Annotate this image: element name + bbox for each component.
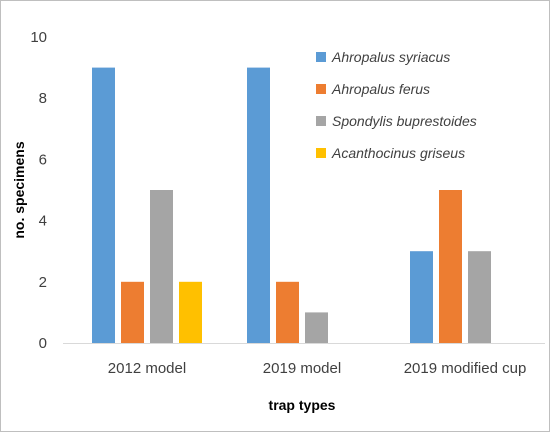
legend-swatch <box>316 84 326 94</box>
bar <box>410 251 433 343</box>
bar <box>468 251 491 343</box>
y-tick-label: 2 <box>39 274 47 291</box>
x-tick-label: 2019 modified cup <box>404 360 527 377</box>
x-axis-ticks: 2012 model 2019 model 2019 modified cup <box>108 360 527 377</box>
legend-label: Spondylis buprestoides <box>332 113 477 129</box>
x-tick-label: 2012 model <box>108 360 186 377</box>
legend-label: Ahropalus syriacus <box>331 49 450 65</box>
legend-swatch <box>316 52 326 62</box>
bar <box>179 281 202 343</box>
legend-swatch <box>316 148 326 158</box>
x-tick-label: 2019 model <box>263 360 341 377</box>
bar <box>121 281 144 343</box>
y-tick-label: 8 <box>39 90 47 107</box>
y-tick-label: 6 <box>39 151 47 168</box>
legend-label: Ahropalus ferus <box>331 81 430 97</box>
bar <box>247 67 270 343</box>
y-axis-ticks: 0 2 4 6 8 10 <box>30 29 47 352</box>
x-axis-title: trap types <box>269 397 336 413</box>
bar <box>305 312 328 343</box>
bar <box>150 190 173 343</box>
y-axis-title: no. specimens <box>11 141 27 238</box>
y-tick-label: 10 <box>30 29 47 46</box>
bars <box>92 67 491 343</box>
y-tick-label: 4 <box>39 213 47 230</box>
legend-swatch <box>316 116 326 126</box>
bar <box>92 67 115 343</box>
legend-label: Acanthocinus griseus <box>331 145 465 161</box>
y-tick-label: 0 <box>39 335 47 352</box>
legend: Ahropalus syriacus Ahropalus ferus Spondyl… <box>316 49 477 161</box>
bar <box>439 190 462 343</box>
bar <box>276 281 299 343</box>
